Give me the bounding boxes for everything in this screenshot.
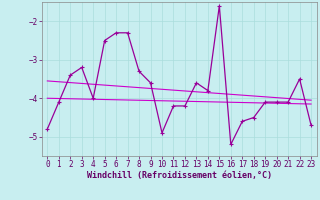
X-axis label: Windchill (Refroidissement éolien,°C): Windchill (Refroidissement éolien,°C)	[87, 171, 272, 180]
